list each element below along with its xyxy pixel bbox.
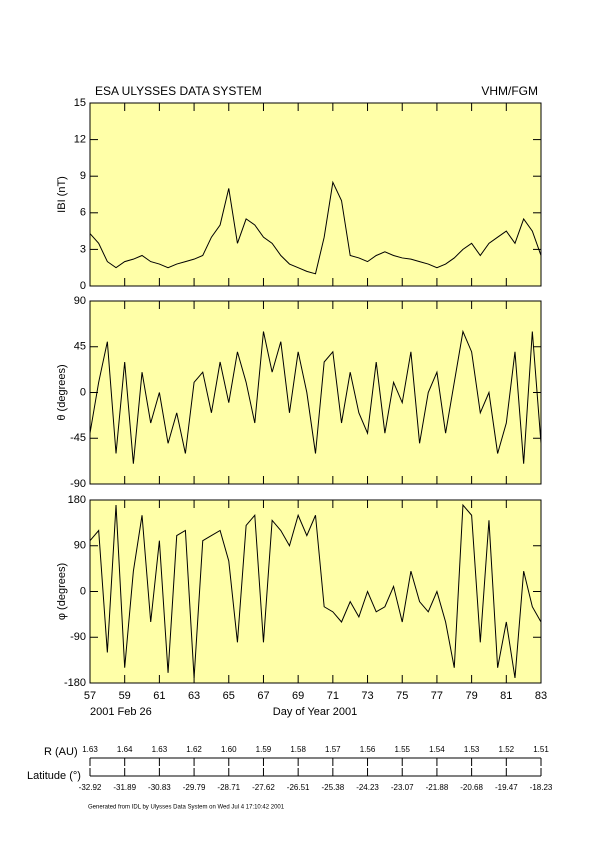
lat-value: -19.47 (495, 783, 518, 792)
y-tick-label: 0 (80, 585, 86, 597)
y-tick-label: 6 (80, 207, 86, 219)
y-tick-label: -180 (64, 677, 86, 689)
plot-area (90, 301, 541, 484)
x-tick-label: 61 (153, 690, 165, 702)
lat-value: -20.68 (460, 783, 483, 792)
lat-value: -30.83 (148, 783, 171, 792)
y-tick-label: -90 (70, 631, 86, 643)
x-tick-label: 71 (327, 690, 339, 702)
instrument: VHM/FGM (481, 84, 538, 98)
y-tick-label: 12 (74, 134, 86, 146)
r-value: 1.60 (221, 745, 237, 754)
x-tick-label: 67 (257, 690, 269, 702)
x-tick-label: 75 (396, 690, 408, 702)
r-value: 1.58 (290, 745, 306, 754)
lat-value: -27.62 (252, 783, 275, 792)
x-tick-label: 77 (431, 690, 443, 702)
plot-frame (89, 102, 542, 287)
x-tick-label: 81 (500, 690, 512, 702)
y-tick-label: 0 (80, 280, 86, 292)
y-tick-label: 3 (80, 243, 86, 255)
y-axis-label: θ (degrees) (56, 364, 68, 420)
x-tick-label: 59 (119, 690, 131, 702)
footer: Generated from IDL by Ulysses Data Syste… (88, 805, 285, 811)
lat-value: -26.51 (287, 783, 310, 792)
y-tick-label: 9 (80, 170, 86, 182)
plot-area (90, 500, 541, 683)
r-value: 1.53 (464, 745, 480, 754)
x-axis-label: Day of Year 2001 (273, 706, 357, 718)
r-label: R (AU) (44, 746, 78, 758)
y-axis-label: IBI (nT) (56, 176, 68, 213)
r-value: 1.54 (429, 745, 445, 754)
r-value: 1.63 (82, 745, 98, 754)
y-tick-label: -90 (70, 478, 86, 490)
lat-value: -31.89 (113, 783, 136, 792)
lat-value: -25.38 (322, 783, 345, 792)
r-value: 1.63 (152, 745, 168, 754)
x-tick-label: 73 (361, 690, 373, 702)
x-tick-label: 83 (535, 690, 547, 702)
y-tick-label: 15 (74, 97, 86, 109)
lat-value: -21.88 (426, 783, 449, 792)
data-line (89, 503, 542, 678)
lat-value: -29.79 (183, 783, 206, 792)
r-value: 1.51 (533, 745, 549, 754)
y-tick-label: 45 (74, 341, 86, 353)
x-tick-label: 57 (84, 690, 96, 702)
y-tick-label: 90 (74, 295, 86, 307)
date-annotation: 2001 Feb 26 (90, 706, 152, 718)
y-tick-label: 180 (68, 494, 86, 506)
y-tick-label: 90 (74, 540, 86, 552)
y-axis-label: φ (degrees) (56, 563, 68, 620)
plot-area (90, 103, 541, 286)
r-value: 1.62 (186, 745, 202, 754)
latitude-label: Latitude (°) (27, 770, 81, 782)
data-line (89, 180, 542, 275)
lat-value: -32.92 (79, 783, 102, 792)
lat-value: -23.07 (391, 783, 414, 792)
x-tick-label: 69 (292, 690, 304, 702)
x-tick-label: 63 (188, 690, 200, 702)
r-value: 1.64 (117, 745, 133, 754)
lat-value: -28.71 (217, 783, 240, 792)
lat-value: -18.23 (530, 783, 553, 792)
r-value: 1.57 (325, 745, 341, 754)
r-value: 1.52 (499, 745, 515, 754)
y-tick-label: -45 (70, 432, 86, 444)
r-value: 1.59 (256, 745, 272, 754)
x-tick-label: 65 (223, 690, 235, 702)
x-tick-label: 79 (465, 690, 477, 702)
r-value: 1.56 (360, 745, 376, 754)
r-value: 1.55 (394, 745, 410, 754)
header-title: ESA ULYSSES DATA SYSTEM (95, 84, 262, 98)
lat-value: -24.23 (356, 783, 379, 792)
data-line (89, 329, 542, 464)
y-tick-label: 0 (80, 386, 86, 398)
